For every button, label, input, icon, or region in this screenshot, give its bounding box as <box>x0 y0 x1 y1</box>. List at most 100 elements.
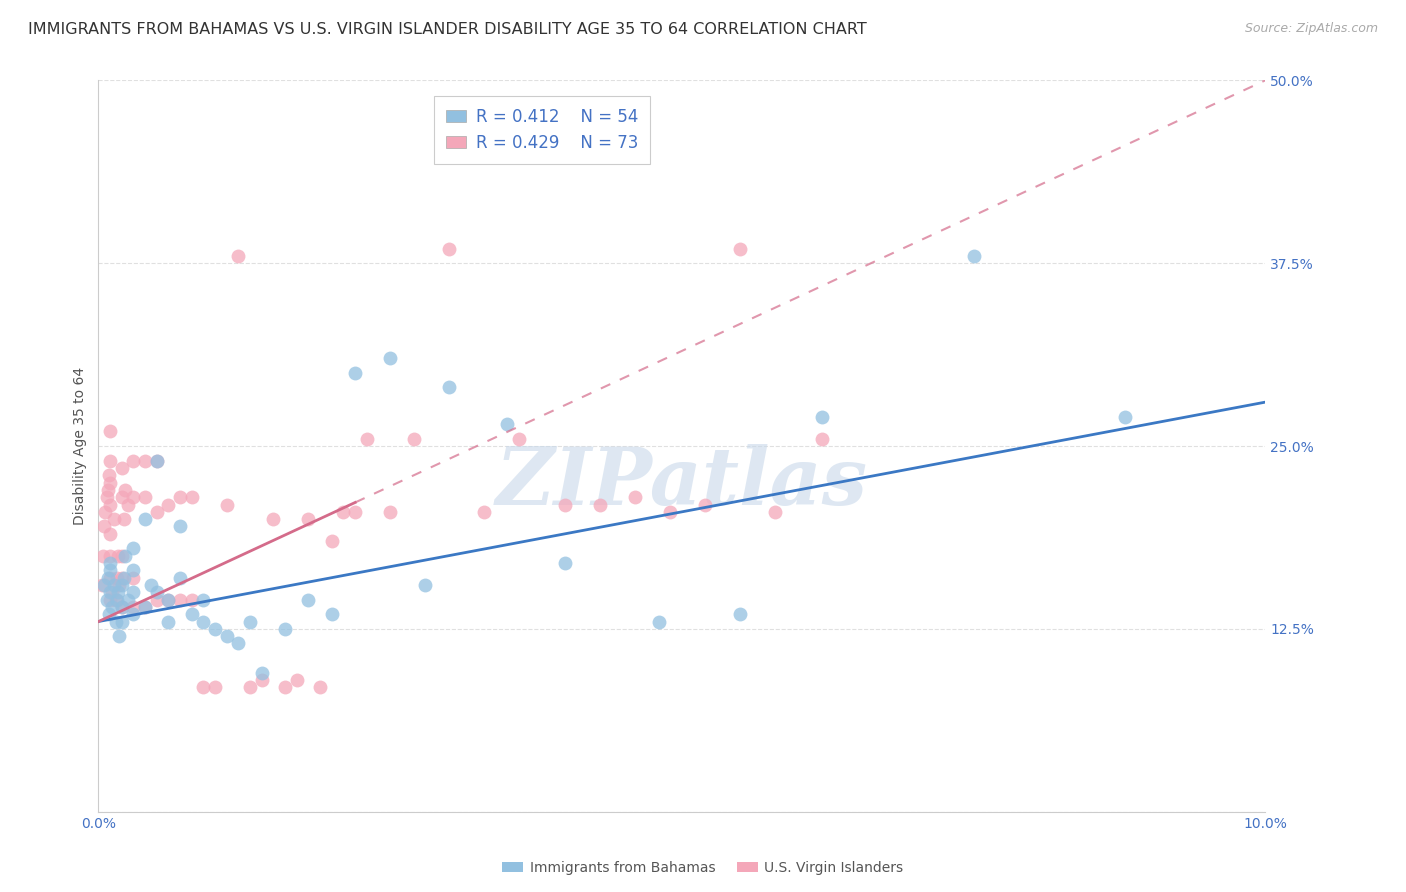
Point <box>321 534 343 549</box>
Point <box>117 498 139 512</box>
Point <box>169 571 191 585</box>
Point <box>169 490 191 504</box>
Point <box>239 615 262 629</box>
Point <box>250 673 273 687</box>
Point <box>122 607 145 622</box>
Point <box>114 483 136 497</box>
Point <box>98 425 121 439</box>
Point <box>103 578 125 592</box>
Point <box>93 519 115 533</box>
Point <box>111 615 134 629</box>
Point <box>274 622 297 636</box>
Point <box>624 490 647 504</box>
Point <box>356 432 378 446</box>
Point <box>378 505 402 519</box>
Point <box>344 505 367 519</box>
Point <box>122 563 145 577</box>
Point <box>98 526 121 541</box>
Point <box>763 505 786 519</box>
Point <box>122 585 145 599</box>
Legend: Immigrants from Bahamas, U.S. Virgin Islanders: Immigrants from Bahamas, U.S. Virgin Isl… <box>496 855 910 880</box>
Point <box>157 592 180 607</box>
Point <box>134 599 156 614</box>
Point <box>157 498 180 512</box>
Point <box>111 599 134 614</box>
Point <box>98 453 121 467</box>
Text: Source: ZipAtlas.com: Source: ZipAtlas.com <box>1244 22 1378 36</box>
Point <box>274 681 297 695</box>
Point <box>108 629 131 643</box>
Point <box>811 432 834 446</box>
Point <box>728 607 751 622</box>
Point <box>321 607 343 622</box>
Point <box>111 578 134 592</box>
Point <box>146 592 169 607</box>
Point <box>193 681 215 695</box>
Point <box>111 549 134 563</box>
Point <box>204 622 226 636</box>
Point <box>134 453 156 467</box>
Point <box>101 585 124 599</box>
Point <box>1114 409 1136 424</box>
Point <box>98 571 121 585</box>
Point <box>695 498 717 512</box>
Point <box>91 549 114 563</box>
Point <box>495 417 517 431</box>
Point <box>96 592 118 607</box>
Point <box>111 599 134 614</box>
Point <box>647 615 669 629</box>
Point <box>90 578 112 592</box>
Point <box>285 673 308 687</box>
Point <box>105 592 128 607</box>
Point <box>97 483 120 497</box>
Point <box>146 585 169 599</box>
Legend: R = 0.412    N = 54, R = 0.429    N = 73: R = 0.412 N = 54, R = 0.429 N = 73 <box>434 96 650 163</box>
Point <box>114 549 136 563</box>
Point <box>112 571 135 585</box>
Point <box>146 453 169 467</box>
Point <box>157 615 180 629</box>
Point <box>105 571 128 585</box>
Point <box>659 505 682 519</box>
Point <box>98 498 121 512</box>
Point <box>96 490 118 504</box>
Point <box>139 578 162 592</box>
Point <box>169 519 191 533</box>
Point <box>309 681 332 695</box>
Point <box>180 490 202 504</box>
Point <box>589 498 612 512</box>
Point <box>215 498 238 512</box>
Point <box>193 615 215 629</box>
Point <box>297 512 319 526</box>
Point <box>239 681 262 695</box>
Point <box>93 578 115 592</box>
Point <box>215 629 238 643</box>
Text: IMMIGRANTS FROM BAHAMAS VS U.S. VIRGIN ISLANDER DISABILITY AGE 35 TO 64 CORRELAT: IMMIGRANTS FROM BAHAMAS VS U.S. VIRGIN I… <box>28 22 868 37</box>
Point <box>169 592 191 607</box>
Point <box>104 592 127 607</box>
Point <box>437 380 460 394</box>
Point <box>122 453 145 467</box>
Point <box>554 556 576 570</box>
Text: ZIPatlas: ZIPatlas <box>496 444 868 521</box>
Point <box>122 541 145 556</box>
Point <box>728 242 751 256</box>
Point <box>111 461 134 475</box>
Point <box>193 592 215 607</box>
Point <box>508 432 530 446</box>
Point <box>472 505 495 519</box>
Point <box>112 512 135 526</box>
Point <box>111 490 134 504</box>
Point <box>103 512 125 526</box>
Point <box>332 505 354 519</box>
Point <box>297 592 319 607</box>
Point <box>413 578 436 592</box>
Point <box>117 592 139 607</box>
Point <box>228 249 250 263</box>
Point <box>98 563 121 577</box>
Point <box>157 592 180 607</box>
Y-axis label: Disability Age 35 to 64: Disability Age 35 to 64 <box>73 367 87 525</box>
Point <box>204 681 226 695</box>
Point <box>811 409 834 424</box>
Point <box>97 571 120 585</box>
